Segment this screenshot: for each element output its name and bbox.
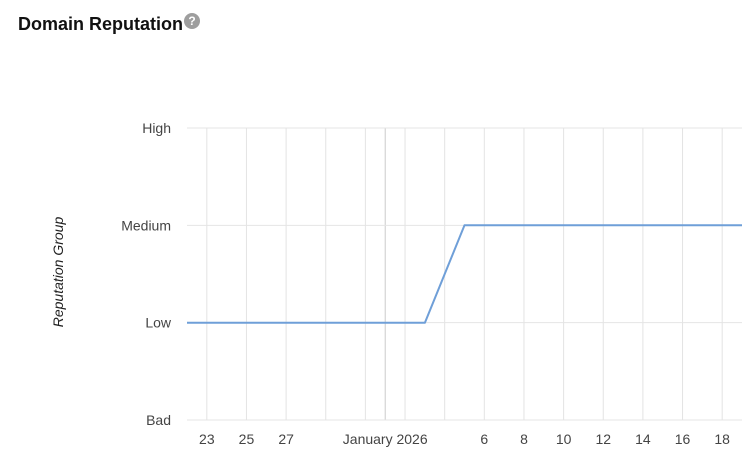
x-tick-label: 18 [714,431,730,447]
y-tick-label: Medium [121,217,171,233]
x-tick-label: 10 [556,431,572,447]
x-tick-label: 8 [520,431,528,447]
x-tick-label: 23 [199,431,215,447]
x-tick-label: 16 [675,431,691,447]
label-layer: Bad Low Medium High 23 25 27 January 2026 6 8 10 12… [50,120,730,447]
help-circle-icon[interactable]: ? [184,13,200,29]
y-tick-label: High [142,120,171,136]
x-tick-label: 6 [480,431,488,447]
chart-title: Domain Reputation [18,14,183,34]
grid-layer [187,127,742,421]
chart-header: Domain Reputation ? [18,12,200,36]
x-tick-label: 14 [635,431,651,447]
x-tick-label: 25 [239,431,255,447]
x-tick-label: 27 [278,431,294,447]
y-tick-label: Low [145,315,172,331]
y-tick-label: Bad [146,412,171,428]
x-tick-label: January 2026 [343,431,428,447]
series-line[interactable] [187,224,742,324]
x-tick-label: 12 [595,431,611,447]
series-layer [187,224,742,324]
y-axis-title: Reputation Group [50,217,66,328]
